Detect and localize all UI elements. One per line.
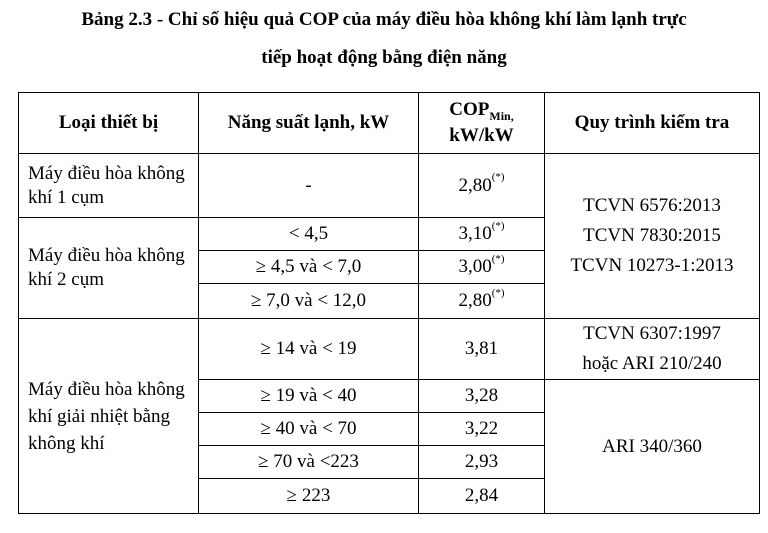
cop-table: Loại thiết bị Năng suất lạnh, kW COPMin,… (18, 92, 760, 514)
cop-cell: 2,80(*) (418, 153, 545, 218)
capacity-cell: ≥ 70 và <223 (198, 445, 419, 479)
procedure-line: hoặc ARI 210/240 (582, 353, 722, 374)
table-row: ≥ 19 và < 40 3,28 ARI 340/360 (19, 379, 760, 514)
device-cell: Máy điều hòa không khí giải nhiệt bằng k… (18, 318, 199, 514)
table-title-line-1: Bảng 2.3 - Chỉ số hiệu quả COP của máy đ… (81, 9, 687, 30)
capacity-cell: ≥ 4,5 và < 7,0 (198, 250, 419, 284)
procedure-cell-group-a: TCVN 6576:2013 TCVN 7830:2015 TCVN 10273… (544, 153, 760, 319)
capacity-cell: ≥ 14 và < 19 (198, 318, 419, 380)
cop-cell: 3,28 (418, 379, 545, 413)
capacity-cell: < 4,5 (198, 217, 419, 251)
capacity-cell: ≥ 40 và < 70 (198, 412, 419, 446)
table-header-row: Loại thiết bị Năng suất lạnh, kW COPMin,… (18, 92, 760, 154)
header-device-type: Loại thiết bị (18, 92, 199, 154)
device-cell: Máy điều hòa không khí 1 cụm (18, 153, 199, 218)
procedure-line: TCVN 6576:2013 (583, 195, 721, 216)
capacity-cell: - (198, 153, 419, 218)
table-row: Máy điều hòa không khí 1 cụm - 2,80(*) T… (18, 153, 760, 319)
procedure-cell-group-b: TCVN 6307:1997 hoặc ARI 210/240 (544, 318, 760, 380)
procedure-line: TCVN 6307:1997 (583, 323, 721, 344)
header-cop-unit: kW/kW (449, 125, 514, 146)
procedure-line: TCVN 10273-1:2013 (570, 255, 734, 276)
table-row: ≥ 7,0 và < 12,0 2,80(*) (19, 283, 760, 319)
table-title-line-2: tiếp hoạt động bằng điện năng (261, 47, 507, 68)
table-row: ≥ 40 và < 70 3,22 (19, 412, 760, 446)
header-test-procedure: Quy trình kiểm tra (544, 92, 760, 154)
device-cell: Máy điều hòa không khí 2 cụm (18, 217, 199, 319)
header-cop-sub: Min, (489, 108, 514, 123)
capacity-cell: ≥ 223 (198, 478, 419, 514)
header-cop: COPMin, kW/kW (418, 92, 545, 154)
cop-cell: 3,81 (418, 318, 545, 380)
procedure-line: ARI 340/360 (602, 435, 702, 457)
table-row: ≥ 4,5 và < 7,0 3,00(*) (19, 250, 760, 284)
header-cop-main: COP (449, 99, 490, 120)
header-capacity: Năng suất lạnh, kW (198, 92, 419, 154)
cop-cell: 3,10(*) (418, 217, 545, 251)
capacity-cell: ≥ 7,0 và < 12,0 (198, 283, 419, 319)
table-row: ≥ 223 2,84 (19, 478, 760, 514)
cop-cell: 2,80(*) (418, 283, 545, 319)
cop-cell: 2,84 (418, 478, 545, 514)
cop-cell: 3,22 (418, 412, 545, 446)
procedure-line: TCVN 7830:2015 (583, 225, 721, 246)
table-row: Máy điều hòa không khí giải nhiệt bằng k… (18, 318, 760, 514)
cop-cell: 3,00(*) (418, 250, 545, 284)
table-row: ≥ 70 và <223 2,93 (19, 445, 760, 479)
table-row: Máy điều hòa không khí 2 cụm < 4,5 3,10(… (18, 217, 760, 319)
procedure-cell-group-c: ARI 340/360 (544, 379, 760, 514)
cop-cell: 2,93 (418, 445, 545, 479)
capacity-cell: ≥ 19 và < 40 (198, 379, 419, 413)
